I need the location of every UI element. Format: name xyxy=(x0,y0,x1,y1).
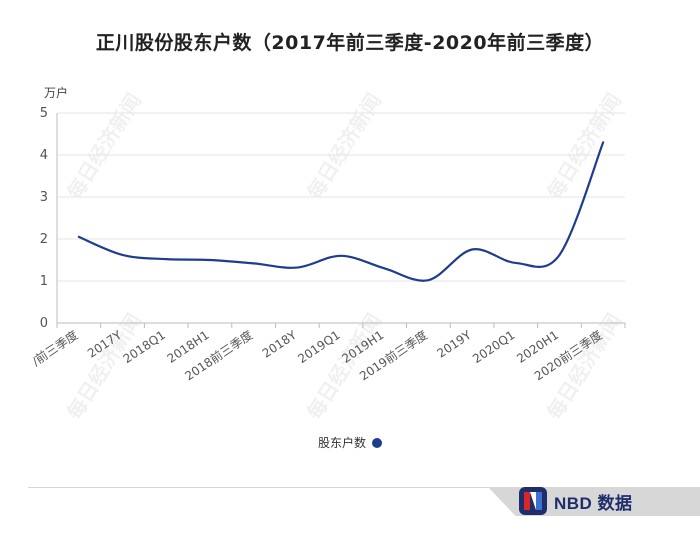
x-tick-label: 2018Y xyxy=(260,328,300,361)
watermark-text: 每日经济新闻 xyxy=(542,89,626,203)
x-tick-label: 2020Q1 xyxy=(470,328,517,366)
x-tick-label: 2019Y xyxy=(435,328,475,361)
watermark-text: 每日经济新闻 xyxy=(62,89,146,203)
y-tick-label: 1 xyxy=(40,274,48,289)
y-tick-labels: 0 1 2 3 4 5 xyxy=(40,106,48,331)
y-tick-label: 0 xyxy=(40,316,48,331)
footer-divider xyxy=(28,487,700,488)
y-tick-label: 2 xyxy=(40,232,48,247)
grid-lines xyxy=(57,112,625,282)
brand-text: NBD 数据 xyxy=(554,493,633,513)
chart-title: 正川股份股东户数（2017年前三季度-2020年前三季度） xyxy=(95,32,605,54)
watermark-text: 每日经济新闻 xyxy=(302,89,386,203)
legend-label: 股东户数 xyxy=(317,436,366,450)
brand-logo: NBD 数据 xyxy=(518,486,633,516)
nbd-logo-icon xyxy=(519,487,547,515)
y-axis-unit-label: 万户 xyxy=(44,85,68,100)
y-tick-label: 3 xyxy=(40,190,48,205)
y-tick-label: 4 xyxy=(40,148,48,163)
x-tick-marks xyxy=(56,323,626,328)
x-tick-label: /前三季度 xyxy=(29,327,81,369)
legend[interactable]: 股东户数 xyxy=(0,434,700,451)
y-tick-label: 5 xyxy=(40,106,48,121)
watermark-text: 每日经济新闻 xyxy=(62,309,146,423)
series-line-shareholders xyxy=(77,141,605,282)
legend-dot-icon xyxy=(372,437,382,448)
